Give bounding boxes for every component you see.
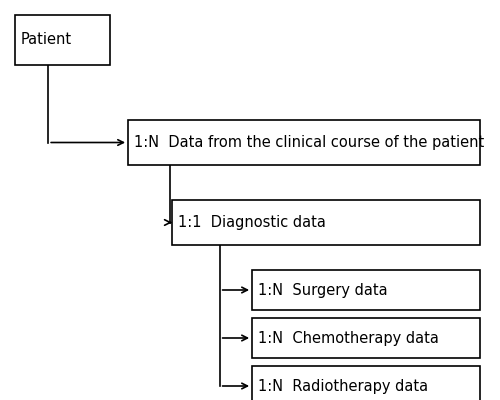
Text: 1:N  Surgery data: 1:N Surgery data <box>258 282 388 298</box>
FancyBboxPatch shape <box>128 120 480 165</box>
Text: Patient: Patient <box>21 32 72 48</box>
FancyBboxPatch shape <box>252 318 480 358</box>
FancyBboxPatch shape <box>252 270 480 310</box>
Text: 1:N  Chemotherapy data: 1:N Chemotherapy data <box>258 330 439 346</box>
FancyBboxPatch shape <box>172 200 480 245</box>
Text: 1:1  Diagnostic data: 1:1 Diagnostic data <box>178 215 326 230</box>
FancyBboxPatch shape <box>252 366 480 400</box>
Text: 1:N  Data from the clinical course of the patient: 1:N Data from the clinical course of the… <box>134 135 484 150</box>
FancyBboxPatch shape <box>15 15 110 65</box>
Text: 1:N  Radiotherapy data: 1:N Radiotherapy data <box>258 378 428 394</box>
